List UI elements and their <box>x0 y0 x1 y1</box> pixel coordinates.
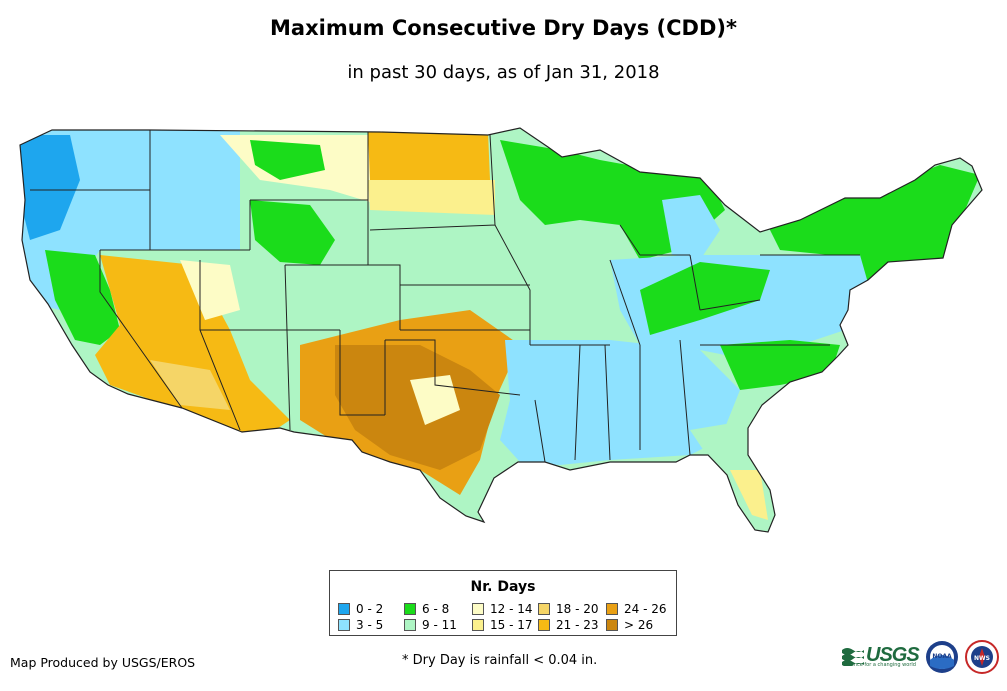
border-lines <box>30 130 860 463</box>
ohio-valley-6-8 <box>640 262 770 335</box>
southwest-21-23 <box>95 255 290 440</box>
dakota-12-14 <box>368 180 495 215</box>
us-outline <box>19 127 983 533</box>
legend-item: 18 - 20 <box>538 602 599 616</box>
map-credit: Map Produced by USGS/EROS <box>10 655 196 670</box>
usgs-wave-icon <box>842 648 864 666</box>
legend-title: Nr. Days <box>470 579 536 595</box>
legend-swatch <box>472 619 484 631</box>
california-6-8 <box>45 250 120 345</box>
southeast-3-5 <box>500 340 740 465</box>
legend-item: 15 - 17 <box>472 618 533 632</box>
legend-swatch <box>338 619 350 631</box>
florida-15-17 <box>730 470 768 520</box>
pnw-0-2 <box>20 135 80 240</box>
svg-text:NWS: NWS <box>974 655 990 662</box>
legend-swatch <box>538 603 550 615</box>
legend-item: 6 - 8 <box>404 602 449 616</box>
noaa-logo-icon: NOAA <box>926 641 958 673</box>
michigan-3-5 <box>662 195 720 260</box>
usgs-logo: USGS <box>842 640 920 670</box>
legend-item: 3 - 5 <box>338 618 383 632</box>
legend-swatch <box>538 619 550 631</box>
texas-gt-26 <box>335 345 500 470</box>
montana-6-8 <box>250 140 325 180</box>
legend-item: 0 - 2 <box>338 602 383 616</box>
cdd-map <box>19 127 983 533</box>
legend-swatch <box>606 603 618 615</box>
legend-item: 9 - 11 <box>404 618 457 632</box>
state-borders <box>19 127 983 533</box>
legend-swatch <box>404 619 416 631</box>
map-title: Maximum Consecutive Dry Days (CDD)* <box>270 16 737 40</box>
rockies-6-8 <box>250 200 335 265</box>
nevada-12-14 <box>180 260 240 320</box>
map-subtitle: in past 30 days, as of Jan 31, 2018 <box>347 62 660 83</box>
legend-item: 12 - 14 <box>472 602 533 616</box>
usgs-tagline: science for a changing world <box>844 662 916 668</box>
dry-day-fill <box>20 128 982 532</box>
footnote: * Dry Day is rainfall < 0.04 in. <box>402 653 598 668</box>
svg-text:NOAA: NOAA <box>932 653 952 660</box>
northeast-6-8 <box>760 165 980 285</box>
legend-swatch <box>472 603 484 615</box>
legend-item: 21 - 23 <box>538 618 599 632</box>
carolinas-6-8 <box>720 340 840 390</box>
legend: Nr. Days 0 - 2 3 - 5 6 - 8 9 - 11 12 - 1… <box>329 570 677 636</box>
texas-12-14 <box>410 375 460 425</box>
dakota-21-23 <box>368 132 490 180</box>
legend-swatch <box>404 603 416 615</box>
legend-item: > 26 <box>606 618 653 632</box>
arizona-15-17 <box>150 360 230 410</box>
legend-item: 24 - 26 <box>606 602 667 616</box>
legend-swatch <box>606 619 618 631</box>
nws-logo-icon: NWS <box>965 640 999 674</box>
legend-swatch <box>338 603 350 615</box>
